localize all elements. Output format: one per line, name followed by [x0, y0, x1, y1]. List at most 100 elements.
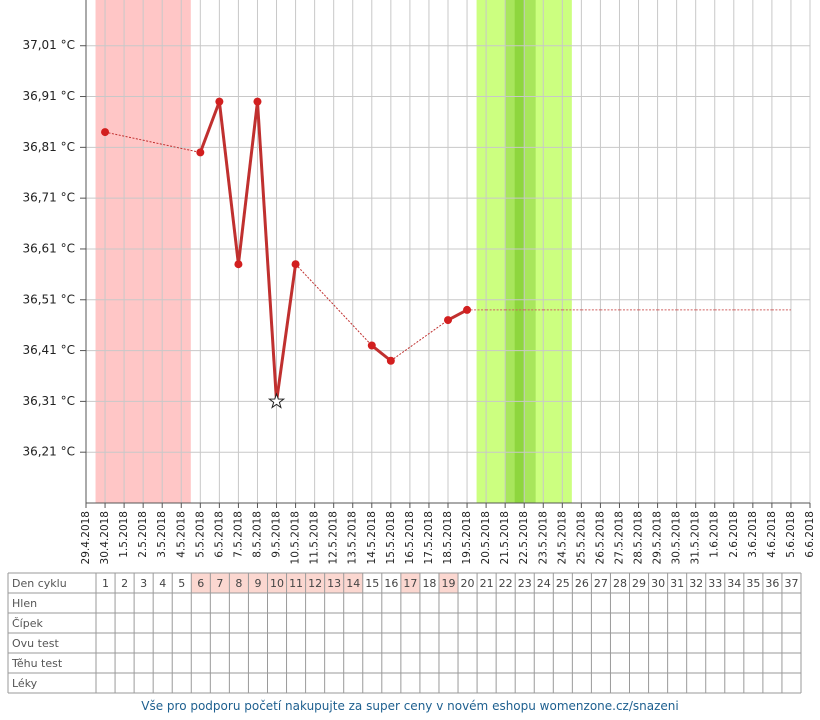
- day-highlight: [343, 573, 363, 593]
- temp-line: [236, 101, 259, 265]
- y-tick-label: 36,91 °C: [22, 89, 75, 103]
- day-highlight: [438, 573, 459, 593]
- day-highlight: [305, 573, 325, 593]
- day-number: 23: [518, 577, 532, 590]
- day-highlight: [286, 573, 306, 593]
- y-tick-label: 36,51 °C: [22, 292, 75, 306]
- y-tick-label: 36,81 °C: [22, 140, 75, 154]
- day-highlight: [229, 573, 249, 593]
- y-tick-label: 37,01 °C: [22, 38, 75, 52]
- day-number: 6: [197, 577, 204, 590]
- row-label: Čípek: [12, 617, 43, 630]
- temp-line: [217, 101, 240, 265]
- temp-point: [196, 148, 205, 157]
- temp-dotted-line: [104, 131, 201, 153]
- footer-link[interactable]: Vše pro podporu početí nakupujte za supe…: [141, 699, 679, 713]
- temp-point: [101, 128, 110, 137]
- row-label: Hlen: [12, 597, 37, 610]
- day-number: 9: [254, 577, 261, 590]
- day-highlight: [210, 573, 230, 593]
- day-number: 14: [346, 577, 360, 590]
- temp-point: [463, 305, 472, 314]
- day-number: 4: [159, 577, 166, 590]
- day-number: 8: [235, 577, 242, 590]
- temp-point: [253, 97, 262, 106]
- day-number: 24: [537, 577, 551, 590]
- x-tick-label: 30.5.2018: [671, 511, 683, 564]
- day-number: 29: [632, 577, 646, 590]
- row-label: Těhu test: [11, 657, 63, 670]
- y-tick-label: 36,61 °C: [22, 241, 75, 255]
- temp-line: [275, 263, 298, 402]
- x-tick-label: 26.5.2018: [594, 511, 606, 564]
- day-number: 5: [178, 577, 185, 590]
- day-number: 20: [461, 577, 475, 590]
- day-number: 2: [121, 577, 128, 590]
- row-label: Léky: [12, 677, 38, 690]
- x-tick-label: 31.5.2018: [690, 511, 702, 564]
- day-number: 26: [575, 577, 589, 590]
- x-tick-label: 16.5.2018: [404, 511, 416, 564]
- y-tick-label: 36,41 °C: [22, 343, 75, 357]
- day-number: 25: [556, 577, 570, 590]
- x-tick-label: 22.5.2018: [518, 511, 530, 564]
- temp-point: [215, 97, 224, 106]
- x-tick-label: 18.5.2018: [442, 511, 454, 564]
- temp-point: [367, 341, 376, 350]
- x-tick-label: 15.5.2018: [385, 511, 397, 564]
- day-number: 13: [327, 577, 341, 590]
- x-tick-label: 12.5.2018: [328, 511, 340, 564]
- row-label: Den cyklu: [12, 577, 67, 590]
- temp-line: [370, 344, 392, 362]
- day-number: 16: [384, 577, 398, 590]
- x-tick-label: 1.5.2018: [118, 511, 130, 558]
- day-number: 37: [784, 577, 798, 590]
- day-number: 22: [499, 577, 513, 590]
- temp-dotted-line: [390, 319, 449, 362]
- x-tick-label: 17.5.2018: [423, 511, 435, 564]
- x-tick-label: 23.5.2018: [537, 511, 549, 564]
- day-number: 19: [442, 577, 456, 590]
- temp-dotted-line: [295, 263, 373, 346]
- x-tick-label: 11.5.2018: [309, 511, 321, 564]
- x-tick-label: 10.5.2018: [290, 511, 302, 564]
- day-highlight: [267, 573, 287, 593]
- day-number: 30: [651, 577, 665, 590]
- day-highlight: [400, 573, 420, 593]
- x-tick-label: 4.6.2018: [766, 511, 778, 558]
- star-marker: [267, 392, 286, 409]
- y-tick-label: 36,21 °C: [22, 445, 75, 459]
- x-tick-label: 14.5.2018: [366, 511, 378, 564]
- day-number: 21: [480, 577, 494, 590]
- x-tick-label: 30.4.2018: [99, 511, 111, 564]
- day-number: 1: [102, 577, 109, 590]
- x-tick-label: 5.6.2018: [785, 511, 797, 558]
- day-number: 15: [365, 577, 379, 590]
- day-number: 11: [289, 577, 303, 590]
- temp-point: [386, 356, 395, 365]
- y-tick-label: 36,31 °C: [22, 394, 75, 408]
- x-tick-label: 13.5.2018: [347, 511, 359, 564]
- x-tick-label: 3.6.2018: [747, 511, 759, 558]
- day-number: 17: [403, 577, 417, 590]
- temp-point: [234, 260, 243, 269]
- x-tick-label: 25.5.2018: [575, 511, 587, 564]
- day-number: 33: [708, 577, 722, 590]
- day-number: 34: [727, 577, 741, 590]
- x-tick-label: 2.6.2018: [728, 511, 740, 558]
- x-tick-label: 5.5.2018: [194, 511, 206, 558]
- temp-line: [255, 101, 279, 402]
- day-number: 36: [765, 577, 779, 590]
- day-number: 3: [140, 577, 147, 590]
- x-tick-label: 21.5.2018: [499, 511, 511, 564]
- day-highlight: [248, 573, 268, 593]
- x-tick-label: 1.6.2018: [709, 511, 721, 558]
- day-number: 31: [670, 577, 684, 590]
- x-tick-label: 6.6.2018: [804, 511, 816, 558]
- temp-point: [444, 316, 452, 325]
- day-number: 18: [422, 577, 436, 590]
- day-number: 27: [594, 577, 608, 590]
- x-tick-label: 29.4.2018: [80, 511, 92, 564]
